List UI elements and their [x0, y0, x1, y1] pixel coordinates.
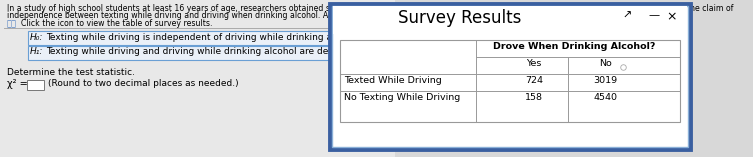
- Bar: [0, 0, 395, 157]
- Text: 158: 158: [525, 93, 543, 102]
- FancyBboxPatch shape: [27, 80, 44, 90]
- Text: H₁:: H₁:: [30, 48, 44, 57]
- Text: Click the icon to view the table of survey results.: Click the icon to view the table of surv…: [21, 19, 212, 28]
- Text: (Round to two decimal places as needed.): (Round to two decimal places as needed.): [48, 79, 239, 88]
- FancyBboxPatch shape: [330, 4, 690, 149]
- FancyBboxPatch shape: [28, 46, 383, 60]
- Text: No: No: [599, 59, 611, 68]
- Text: 4540: 4540: [593, 93, 617, 102]
- Text: In a study of high school students at least 16 years of age, researchers obtaine: In a study of high school students at le…: [7, 4, 733, 13]
- Text: Texting while driving is independent of driving while drinking alcohol.: Texting while driving is independent of …: [46, 32, 362, 41]
- Text: —: —: [648, 10, 659, 20]
- Text: Texting while driving and driving while drinking alcohol are dependent.: Texting while driving and driving while …: [46, 48, 369, 57]
- Bar: [333, 6, 687, 34]
- Bar: [340, 40, 680, 122]
- Text: 3019: 3019: [593, 76, 617, 85]
- Text: 724: 724: [525, 76, 543, 85]
- Text: Drove When Drinking Alcohol?: Drove When Drinking Alcohol?: [493, 42, 656, 51]
- Text: ⬛⬛: ⬛⬛: [7, 19, 17, 28]
- Text: ×: ×: [666, 10, 676, 23]
- Text: Determine the test statistic.: Determine the test statistic.: [7, 68, 135, 77]
- Text: No Texting While Driving: No Texting While Driving: [344, 93, 460, 102]
- Text: H₀:: H₀:: [30, 32, 44, 41]
- Text: Yes: Yes: [526, 59, 541, 68]
- FancyBboxPatch shape: [28, 31, 383, 45]
- Text: independence between texting while driving and driving when drinking alcohol. Ar: independence between texting while drivi…: [7, 11, 550, 20]
- Text: Texted While Driving: Texted While Driving: [344, 76, 442, 85]
- Text: ↗: ↗: [622, 11, 631, 21]
- Text: Survey Results: Survey Results: [398, 9, 521, 27]
- Text: χ² =: χ² =: [7, 79, 28, 89]
